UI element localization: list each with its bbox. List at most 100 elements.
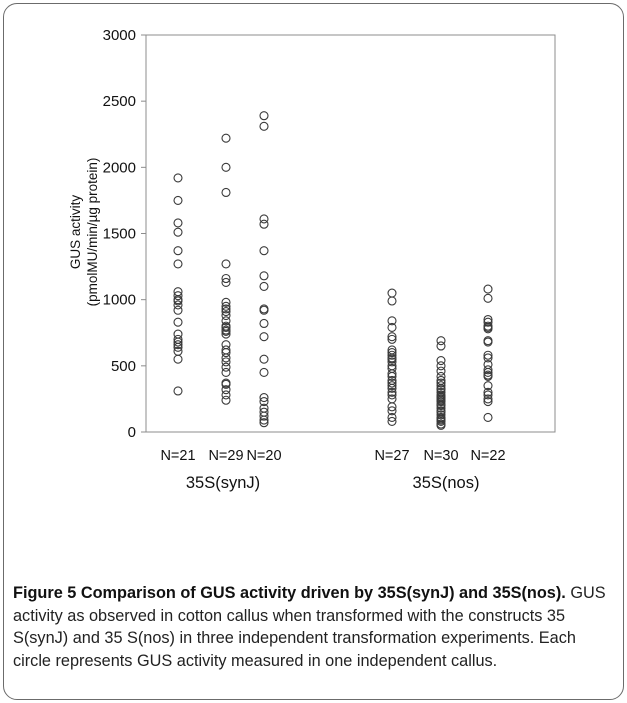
data-point xyxy=(259,354,269,364)
y-tick-label: 2500 xyxy=(103,93,136,110)
data-point xyxy=(259,418,269,428)
data-point xyxy=(483,365,493,375)
data-point xyxy=(221,133,231,143)
data-point xyxy=(483,371,493,381)
data-point xyxy=(173,173,183,183)
data-point xyxy=(173,342,183,352)
data-point xyxy=(387,288,397,298)
data-point xyxy=(221,348,231,358)
y-tick-label: 2000 xyxy=(103,159,136,176)
data-point xyxy=(173,305,183,315)
data-point xyxy=(259,305,269,315)
scatter-chart: 0 500 1000 1500 2000 2500 3000 GUS activity (pmo… xyxy=(68,27,556,492)
data-point xyxy=(483,359,493,370)
data-point xyxy=(387,387,397,397)
data-point xyxy=(221,322,231,333)
data-point xyxy=(387,322,397,333)
data-point xyxy=(387,402,397,412)
data-point xyxy=(483,394,493,404)
data-point xyxy=(483,317,493,327)
data-point xyxy=(173,291,183,301)
column-label: N=27 xyxy=(374,448,409,464)
column-label: N=21 xyxy=(160,448,195,464)
y-tick-label: 1000 xyxy=(103,292,136,309)
data-point xyxy=(387,354,397,364)
y-tick-label: 1500 xyxy=(103,226,136,243)
data-point xyxy=(173,337,183,347)
data-point xyxy=(483,412,493,422)
data-point xyxy=(387,416,397,426)
data-point xyxy=(259,246,269,256)
chart-marks xyxy=(173,111,493,430)
data-point xyxy=(221,310,231,321)
data-point xyxy=(173,300,183,310)
data-point xyxy=(221,307,231,317)
data-point xyxy=(221,297,231,307)
y-axis-label: (pmolMU/min/µg protein) xyxy=(85,158,100,307)
data-point xyxy=(387,412,397,422)
data-point xyxy=(259,415,269,425)
data-point xyxy=(259,214,269,224)
data-point xyxy=(259,318,269,329)
data-point xyxy=(221,353,231,363)
data-point xyxy=(387,350,397,360)
data-point xyxy=(173,227,183,237)
data-point xyxy=(387,296,397,306)
data-point xyxy=(483,293,493,303)
caption-text: GUS activity as observed in cotton callu… xyxy=(13,584,606,670)
data-point xyxy=(387,345,397,355)
data-point xyxy=(436,397,446,407)
data-point xyxy=(436,416,446,426)
data-point xyxy=(259,121,269,131)
data-point xyxy=(387,357,397,367)
data-point xyxy=(221,162,231,172)
data-point xyxy=(221,316,231,326)
data-point xyxy=(436,410,446,420)
data-point xyxy=(221,357,231,367)
data-point xyxy=(221,379,231,389)
data-point xyxy=(173,317,183,327)
data-point xyxy=(173,340,183,350)
data-point xyxy=(259,367,269,378)
plot-area-border xyxy=(145,34,556,433)
data-point xyxy=(259,397,269,407)
data-point xyxy=(221,390,231,400)
data-point xyxy=(221,277,231,288)
data-point xyxy=(436,378,446,388)
group-label: 35S(nos) xyxy=(413,474,480,492)
data-point xyxy=(483,387,493,397)
data-point xyxy=(259,281,269,291)
data-point xyxy=(221,325,231,335)
data-point xyxy=(436,403,446,413)
y-tick-label: 500 xyxy=(111,358,136,375)
data-point xyxy=(221,259,231,269)
data-point xyxy=(387,348,397,358)
data-point xyxy=(259,393,269,403)
data-point xyxy=(387,334,397,344)
data-point xyxy=(387,390,397,400)
data-point xyxy=(173,386,183,396)
data-point xyxy=(221,301,231,311)
data-point xyxy=(173,246,183,256)
data-point xyxy=(221,304,231,314)
data-point xyxy=(173,259,183,269)
data-point xyxy=(436,394,446,404)
data-point xyxy=(173,354,183,364)
data-point xyxy=(173,295,183,305)
data-point xyxy=(387,316,397,326)
data-point xyxy=(436,371,446,381)
data-point xyxy=(173,218,183,228)
data-point xyxy=(387,378,397,388)
data-point xyxy=(387,332,397,342)
data-point xyxy=(221,329,231,339)
data-point xyxy=(436,341,446,351)
data-point xyxy=(221,187,231,198)
caption-title: Figure 5 Comparison of GUS activity driv… xyxy=(13,584,566,602)
y-tick-label: 3000 xyxy=(103,27,136,44)
data-point xyxy=(483,350,493,360)
data-point xyxy=(387,383,397,393)
data-point xyxy=(221,385,231,395)
data-point xyxy=(436,366,446,376)
chart-axes: 0 500 1000 1500 2000 2500 3000 GUS activity (pmo… xyxy=(68,27,556,492)
data-point xyxy=(436,400,446,411)
